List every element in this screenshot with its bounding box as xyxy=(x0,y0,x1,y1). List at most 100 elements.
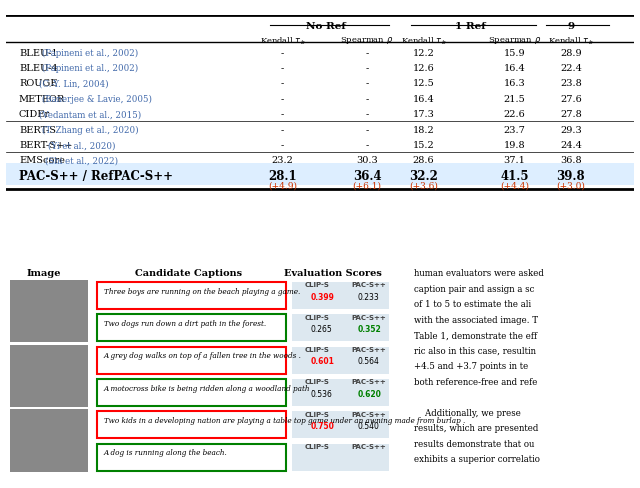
Text: 23.2: 23.2 xyxy=(271,157,293,165)
Text: -: - xyxy=(365,95,369,104)
Text: BERT-S: BERT-S xyxy=(19,125,56,135)
Text: 0.540: 0.540 xyxy=(358,422,380,431)
Text: CLIP-S: CLIP-S xyxy=(305,444,329,450)
Text: (Papineni et al., 2002): (Papineni et al., 2002) xyxy=(42,64,138,73)
Text: 0.399: 0.399 xyxy=(310,293,335,302)
Text: -: - xyxy=(365,64,369,73)
Text: 9: 9 xyxy=(567,22,575,31)
Text: results demonstrate that ou: results demonstrate that ou xyxy=(414,440,534,449)
Text: both reference-free and refe: both reference-free and refe xyxy=(414,378,538,387)
Text: 18.2: 18.2 xyxy=(413,125,435,135)
Text: results, which are presented: results, which are presented xyxy=(414,425,538,433)
Text: 23.7: 23.7 xyxy=(504,125,525,135)
Text: -: - xyxy=(281,64,284,73)
Text: Evaluation Scores: Evaluation Scores xyxy=(284,269,381,278)
Text: -: - xyxy=(281,125,284,135)
Text: 22.4: 22.4 xyxy=(560,64,582,73)
Text: A grey dog walks on top of a fallen tree in the woods .: A grey dog walks on top of a fallen tree… xyxy=(104,352,301,361)
Text: -: - xyxy=(365,141,369,150)
FancyBboxPatch shape xyxy=(97,411,285,438)
Text: 23.8: 23.8 xyxy=(560,80,582,88)
Text: 27.6: 27.6 xyxy=(560,95,582,104)
Text: -: - xyxy=(281,141,284,150)
FancyBboxPatch shape xyxy=(292,444,389,471)
Text: METEOR: METEOR xyxy=(19,95,65,104)
Text: human evaluators were asked: human evaluators were asked xyxy=(414,269,544,278)
Text: 27.8: 27.8 xyxy=(560,110,582,119)
Text: Kendall $\tau_b$: Kendall $\tau_b$ xyxy=(260,35,305,46)
FancyBboxPatch shape xyxy=(97,282,285,309)
Text: Kendall $\tau_b$: Kendall $\tau_b$ xyxy=(548,35,594,46)
Text: BERT-S++: BERT-S++ xyxy=(19,141,72,150)
Text: CLIP-S: CLIP-S xyxy=(305,347,329,353)
FancyBboxPatch shape xyxy=(10,345,88,407)
Text: 15.9: 15.9 xyxy=(504,49,525,58)
FancyBboxPatch shape xyxy=(292,411,389,438)
Text: 0.620: 0.620 xyxy=(358,389,381,399)
Text: 0.750: 0.750 xyxy=(310,422,335,431)
Text: CIDEr: CIDEr xyxy=(19,110,50,119)
Text: 17.3: 17.3 xyxy=(413,110,435,119)
Text: 41.5: 41.5 xyxy=(500,170,529,183)
Text: A dog is running along the beach.: A dog is running along the beach. xyxy=(104,449,227,457)
Text: Spearman $\rho$: Spearman $\rho$ xyxy=(340,35,394,46)
Text: PAC-S++: PAC-S++ xyxy=(351,379,386,386)
Text: Two kids in a developing nation are playing a table top game under an awning mad: Two kids in a developing nation are play… xyxy=(104,417,465,425)
Text: PAC-S++: PAC-S++ xyxy=(351,347,386,353)
Text: 0.233: 0.233 xyxy=(358,293,380,302)
Text: Spearman $\rho$: Spearman $\rho$ xyxy=(488,35,541,46)
Text: CLIP-S: CLIP-S xyxy=(305,315,329,321)
Text: No Ref: No Ref xyxy=(307,22,346,31)
Text: BLEU-4: BLEU-4 xyxy=(19,64,58,73)
Text: (Papineni et al., 2002): (Papineni et al., 2002) xyxy=(42,49,138,58)
FancyBboxPatch shape xyxy=(292,282,389,309)
FancyBboxPatch shape xyxy=(97,314,285,341)
Text: EMScore: EMScore xyxy=(19,157,65,165)
FancyBboxPatch shape xyxy=(97,444,285,471)
Text: (+4.9): (+4.9) xyxy=(268,182,297,191)
Text: Table 1, demonstrate the eff: Table 1, demonstrate the eff xyxy=(414,331,537,340)
Text: -: - xyxy=(281,49,284,58)
Text: -: - xyxy=(281,80,284,88)
Text: 16.4: 16.4 xyxy=(413,95,435,104)
Text: PAC-S++: PAC-S++ xyxy=(351,282,386,288)
Text: (+3.0): (+3.0) xyxy=(556,182,586,191)
Text: ROUGE: ROUGE xyxy=(19,80,58,88)
FancyBboxPatch shape xyxy=(10,280,88,343)
FancyBboxPatch shape xyxy=(97,379,285,406)
Text: 36.4: 36.4 xyxy=(353,170,381,183)
Text: CLIP-S: CLIP-S xyxy=(305,282,329,288)
Text: 28.9: 28.9 xyxy=(560,49,582,58)
Text: 24.4: 24.4 xyxy=(560,141,582,150)
FancyBboxPatch shape xyxy=(6,163,634,185)
Text: (C.-Y. Lin, 2004): (C.-Y. Lin, 2004) xyxy=(39,80,109,88)
FancyBboxPatch shape xyxy=(292,314,389,341)
Text: 0.564: 0.564 xyxy=(358,357,380,366)
Text: 12.6: 12.6 xyxy=(413,64,435,73)
Text: with the associated image. T: with the associated image. T xyxy=(414,316,538,325)
Text: 12.2: 12.2 xyxy=(413,49,435,58)
Text: 32.2: 32.2 xyxy=(409,170,438,183)
Text: 15.2: 15.2 xyxy=(413,141,435,150)
Text: -: - xyxy=(281,95,284,104)
Text: 39.8: 39.8 xyxy=(557,170,585,183)
Text: (Vedantam et al., 2015): (Vedantam et al., 2015) xyxy=(39,110,141,119)
Text: 19.8: 19.8 xyxy=(504,141,525,150)
Text: 0.536: 0.536 xyxy=(310,389,332,399)
Text: (Shi et al., 2022): (Shi et al., 2022) xyxy=(45,157,118,165)
Text: CLIP-S: CLIP-S xyxy=(305,379,329,386)
Text: exhibits a superior correlatio: exhibits a superior correlatio xyxy=(414,455,540,465)
Text: Candidate Captions: Candidate Captions xyxy=(135,269,242,278)
Text: Two dogs run down a dirt path in the forest.: Two dogs run down a dirt path in the for… xyxy=(104,320,266,328)
Text: (T. Zhang et al., 2020): (T. Zhang et al., 2020) xyxy=(42,125,139,135)
Text: 28.1: 28.1 xyxy=(268,170,297,183)
Text: BLEU-1: BLEU-1 xyxy=(19,49,58,58)
Text: CLIP-S: CLIP-S xyxy=(305,412,329,418)
Text: 29.3: 29.3 xyxy=(560,125,582,135)
Text: Image: Image xyxy=(27,269,61,278)
Text: A motocross bike is being ridden along a woodland path .: A motocross bike is being ridden along a… xyxy=(104,385,315,393)
Text: PAC-S++: PAC-S++ xyxy=(351,412,386,418)
Text: -: - xyxy=(281,110,284,119)
Text: 36.8: 36.8 xyxy=(560,157,582,165)
Text: PAC-S++: PAC-S++ xyxy=(351,315,386,321)
